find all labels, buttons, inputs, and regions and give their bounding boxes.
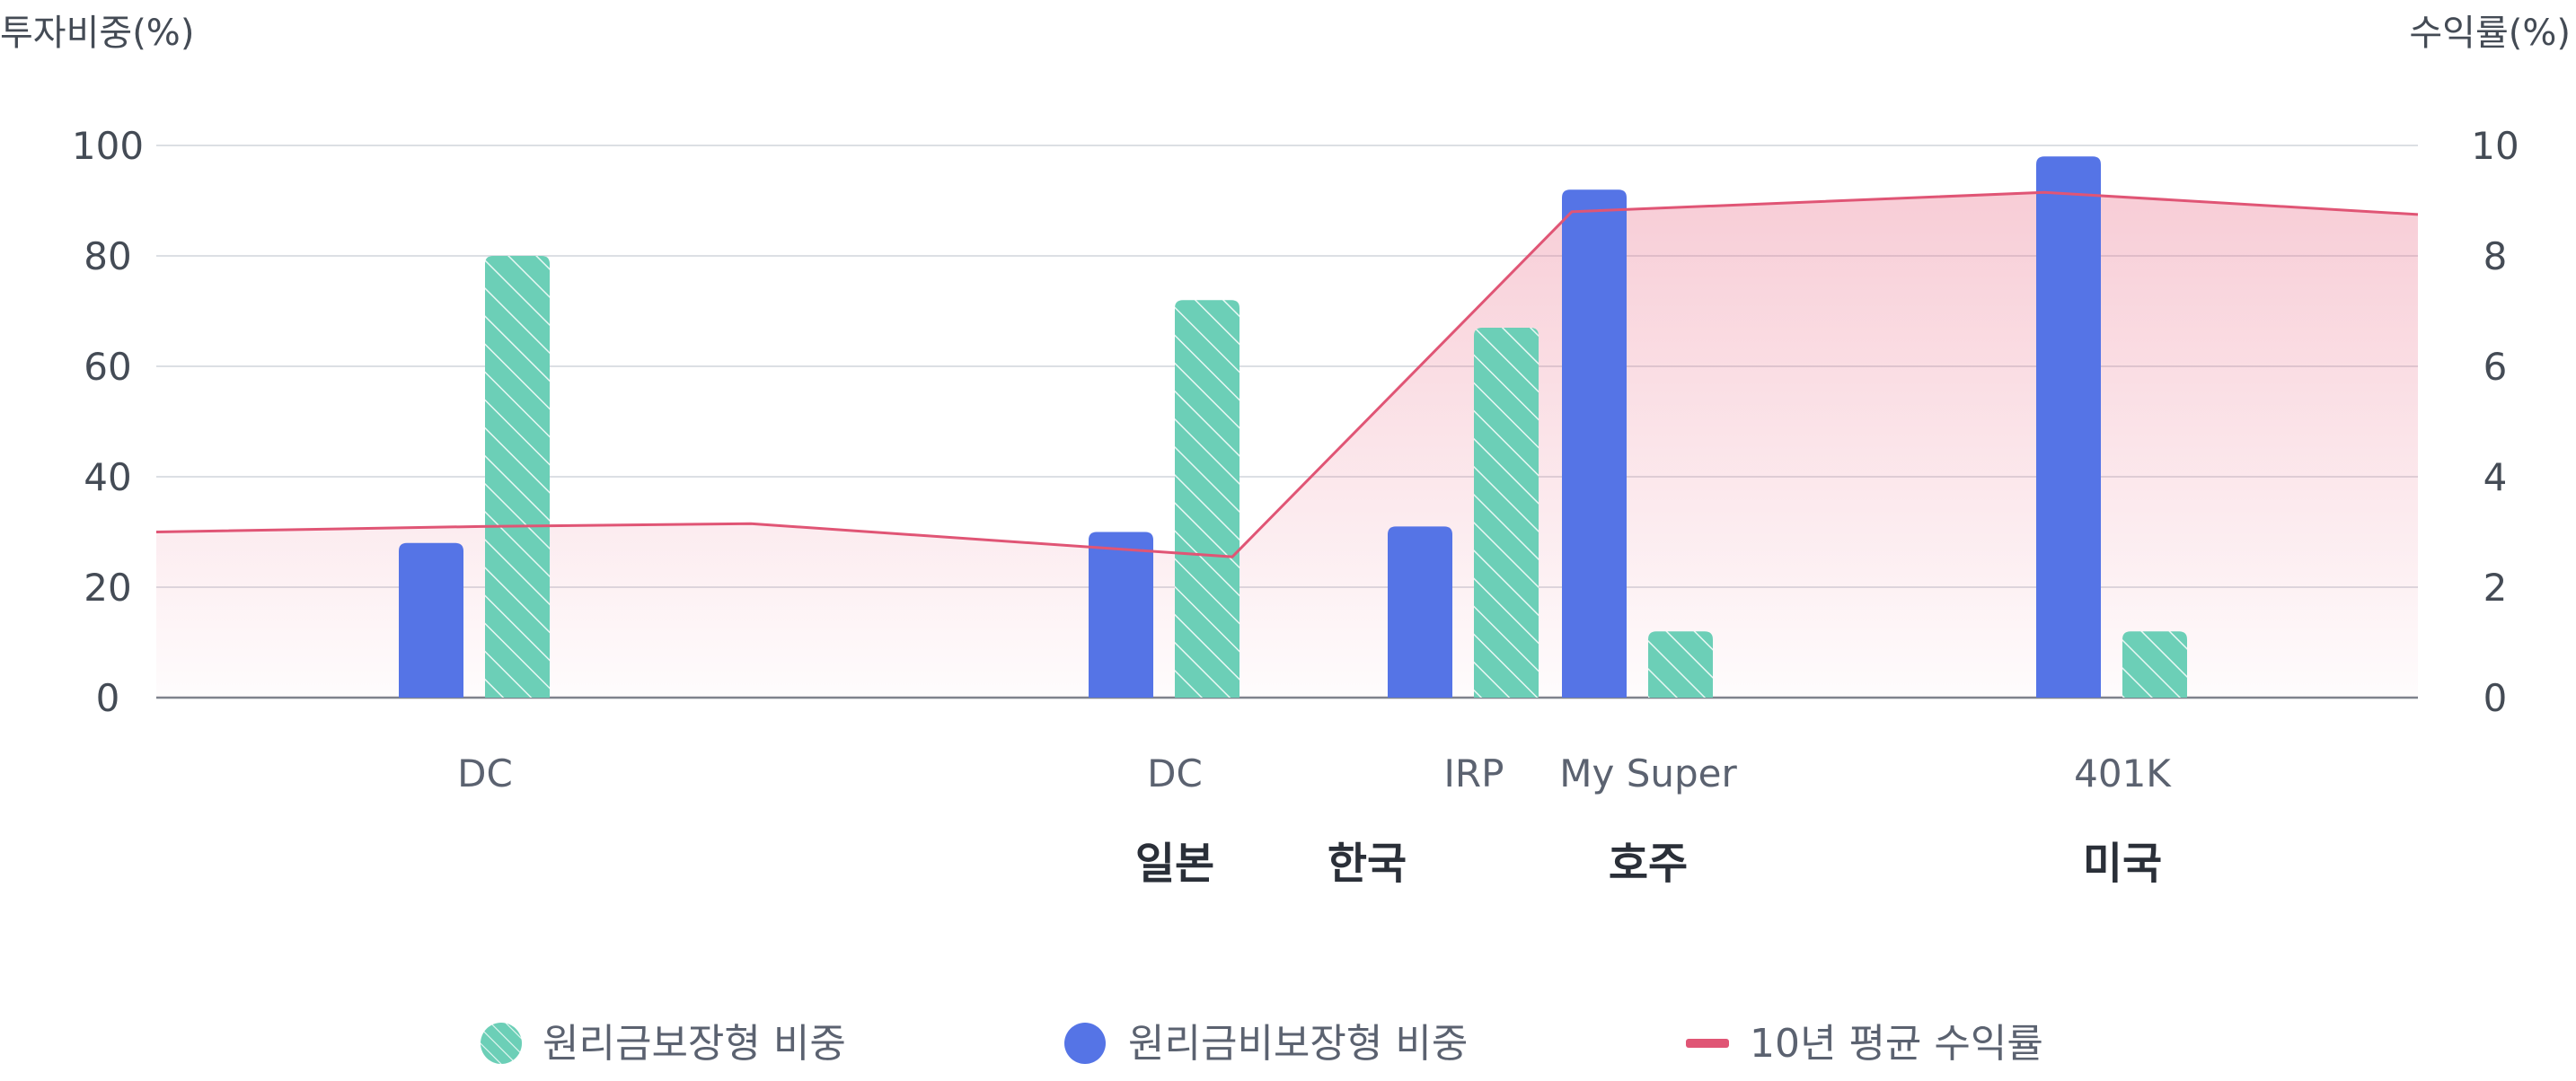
right-tick-label: 6 [2483, 345, 2508, 389]
left-tick-label: 0 [96, 676, 120, 720]
bar-nonguaranteed[interactable] [1562, 189, 1627, 698]
right-tick-label: 4 [2483, 455, 2508, 499]
bar-nonguaranteed[interactable] [1388, 526, 1452, 698]
left-tick-label: 100 [72, 124, 144, 168]
left-axis-title: 투자비중(%) [0, 13, 194, 54]
x-category-label: 401K [2074, 751, 2172, 795]
left-tick-label: 60 [84, 345, 131, 389]
left-tick-label: 20 [84, 566, 131, 610]
return-area [156, 192, 2418, 698]
bar-guaranteed[interactable] [1474, 327, 1539, 698]
right-tick-label: 0 [2483, 676, 2508, 720]
return-area-fill [156, 192, 2418, 698]
x-category-label: My Super [1559, 751, 1737, 795]
x-axis-labels: DC DC IRP My Super 401K [457, 751, 2172, 795]
right-tick-label: 2 [2483, 566, 2508, 610]
legend-guaranteed-swatch [481, 1023, 522, 1064]
country-label: 호주 [1609, 839, 1688, 889]
x-category-label: DC [457, 751, 513, 795]
x-category-label: DC [1147, 751, 1203, 795]
right-tick-label: 10 [2471, 124, 2519, 168]
legend-guaranteed-label: 원리금보장형 비중 [543, 1021, 846, 1067]
bar-nonguaranteed[interactable] [2036, 156, 2101, 699]
bar-guaranteed[interactable] [2122, 631, 2187, 698]
legend-item-return[interactable]: 10년 평균 수익률 [1686, 1021, 2043, 1067]
legend-item-nonguaranteed[interactable]: 원리금비보장형 비중 [1064, 1021, 1468, 1067]
left-tick-label: 80 [84, 234, 131, 278]
right-tick-label: 8 [2483, 234, 2508, 278]
legend-nonguaranteed-swatch [1064, 1023, 1106, 1064]
x-category-label: IRP [1444, 751, 1504, 795]
bar-guaranteed[interactable] [485, 256, 550, 698]
bar-guaranteed[interactable] [1648, 631, 1713, 698]
country-label: 미국 [2083, 839, 2162, 889]
return-line-path [155, 190, 2419, 558]
right-axis-title: 수익률(%) [2409, 13, 2571, 54]
bar-guaranteed[interactable] [1175, 300, 1239, 698]
legend-item-guaranteed[interactable]: 원리금보장형 비중 [481, 1021, 846, 1067]
bar-nonguaranteed[interactable] [399, 542, 463, 698]
country-label: 일본 [1135, 839, 1214, 889]
left-tick-label: 40 [84, 455, 131, 499]
bars [399, 156, 2187, 699]
return-line [155, 190, 2419, 558]
country-labels: 일본 한국 호주 미국 [1135, 839, 2162, 889]
legend: 원리금보장형 비중 원리금비보장형 비중 10년 평균 수익률 [481, 1021, 2043, 1067]
country-label: 한국 [1328, 839, 1407, 889]
legend-nonguaranteed-label: 원리금비보장형 비중 [1128, 1021, 1468, 1067]
legend-return-swatch [1686, 1039, 1729, 1048]
legend-return-label: 10년 평균 수익률 [1750, 1021, 2043, 1067]
bar-nonguaranteed[interactable] [1089, 532, 1153, 699]
